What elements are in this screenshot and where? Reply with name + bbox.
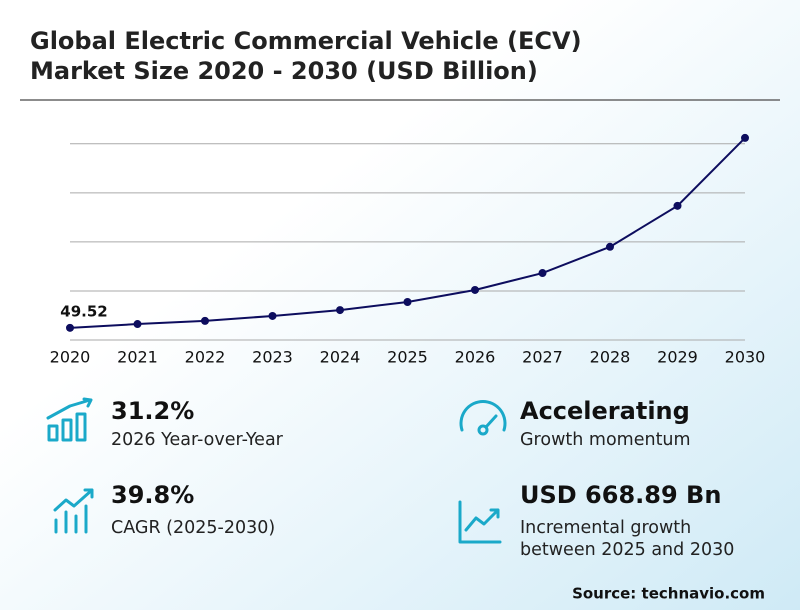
icon-gauge: [459, 399, 507, 436]
x-tick-label: 2030: [725, 348, 766, 367]
x-tick-label: 2028: [590, 348, 631, 367]
point: [471, 285, 479, 294]
kpi-text: 2026 Year-over-Year: [111, 430, 284, 450]
point: [741, 133, 749, 142]
point: [201, 316, 209, 325]
point: [133, 320, 142, 329]
x-tick-label: 2020: [50, 348, 91, 367]
x-tick-label: 2023: [252, 348, 293, 367]
chart-title: Market Size 2020 - 2030 (USD Billion): [30, 57, 538, 85]
point: [66, 323, 74, 332]
icon-chart: [458, 500, 502, 544]
point: [673, 201, 682, 210]
kpi-headline: USD 668.89 Bn: [520, 481, 721, 509]
source: Source: technavio.com: [572, 585, 765, 603]
kpi-headline: 31.2%: [111, 397, 194, 425]
x-tick-label: 2024: [320, 348, 361, 367]
chart-title: Global Electric Commercial Vehicle (ECV): [30, 27, 582, 55]
kpi-headline: 39.8%: [111, 481, 194, 509]
point: [606, 242, 614, 251]
point: [268, 311, 277, 320]
kpi-headline: Accelerating: [520, 397, 690, 425]
kpi-text: Incremental growth: [520, 518, 691, 538]
icon-bars: [46, 397, 93, 442]
x-tick-label: 2029: [657, 348, 698, 367]
kpi-text: between 2025 and 2030: [520, 540, 734, 560]
data-label: 49.52: [60, 302, 107, 320]
kpi-text: Growth momentum: [520, 430, 691, 450]
point: [403, 297, 412, 306]
kpi-text: CAGR (2025-2030): [111, 518, 275, 538]
point: [336, 306, 344, 315]
x-tick-label: 2025: [387, 348, 428, 367]
x-tick-label: 2022: [185, 348, 226, 367]
point: [538, 269, 547, 278]
x-tick-label: 2027: [522, 348, 563, 367]
x-tick-label: 2021: [117, 348, 158, 367]
x-tick-label: 2026: [455, 348, 496, 367]
icon-trend: [53, 488, 94, 534]
